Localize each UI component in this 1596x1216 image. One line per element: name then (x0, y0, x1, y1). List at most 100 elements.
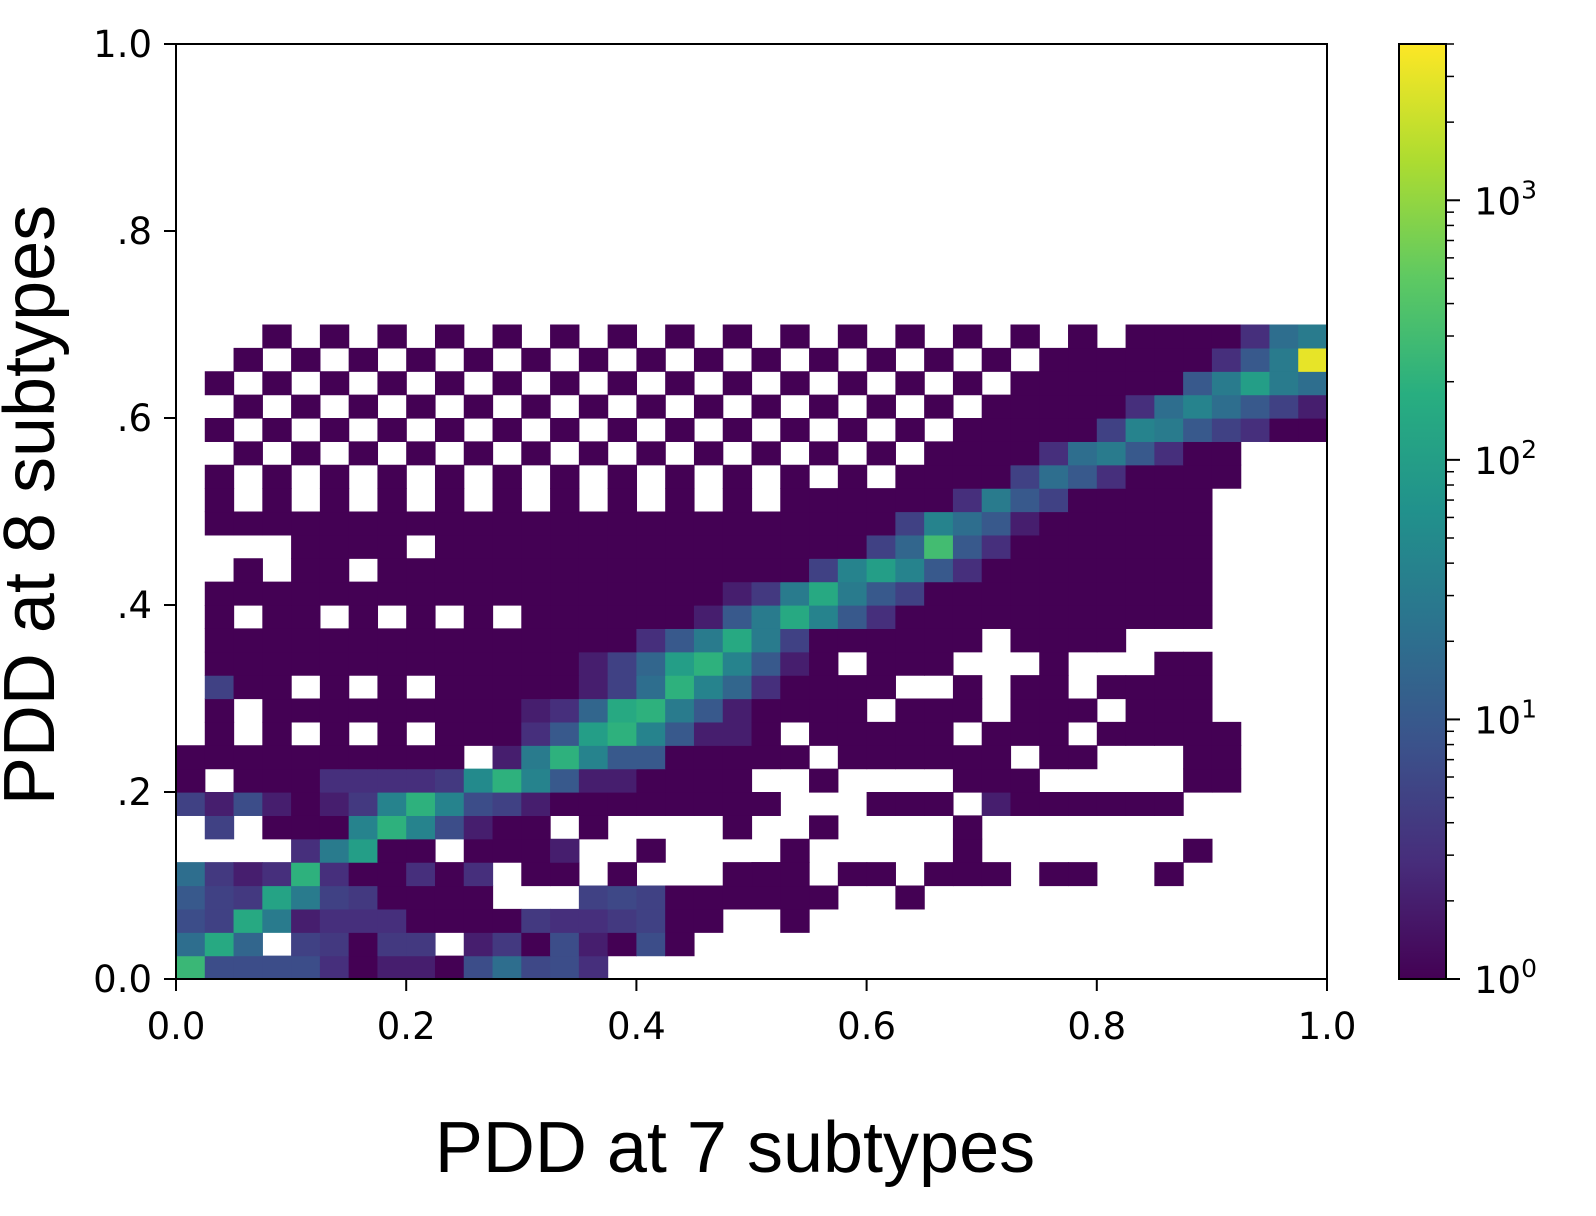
heatmap-cell (665, 698, 695, 723)
heatmap-cell (492, 792, 522, 816)
heatmap-cell (1068, 581, 1098, 606)
heatmap-cell (665, 371, 695, 396)
colorbar-gradient (1398, 43, 1447, 980)
heatmap-cell (406, 605, 436, 629)
heatmap-cell (751, 558, 781, 583)
heatmap-cell (1154, 862, 1184, 887)
heatmap-cell (233, 675, 263, 700)
x-axis: 0.0 0.2 0.4 0.6 0.8 1.0 (147, 979, 1356, 1048)
heatmap-cell (924, 581, 954, 606)
heatmap-cell (693, 394, 724, 419)
heatmap-cell (1039, 488, 1069, 513)
heatmap-cell (550, 651, 580, 676)
heatmap-cell (434, 745, 465, 770)
heatmap-cell (722, 862, 753, 887)
heatmap-cell (521, 932, 551, 957)
heatmap-cell (492, 628, 522, 653)
heatmap-cell (578, 675, 609, 700)
heatmap-cell (722, 768, 753, 793)
heatmap-cell (550, 628, 580, 653)
heatmap-cell (1183, 581, 1213, 606)
heatmap-cell (463, 628, 494, 653)
heatmap-cell (262, 815, 292, 840)
heatmap-cell (636, 838, 666, 863)
heatmap-cell (665, 792, 695, 816)
heatmap-cell (291, 745, 321, 770)
heatmap-cell (809, 675, 839, 700)
heatmap-cell (665, 558, 695, 583)
heatmap-cell (348, 955, 379, 980)
heatmap-cell (434, 792, 465, 816)
heatmap-cell (550, 371, 580, 396)
heatmap-cell (1183, 768, 1213, 793)
heatmap-cell (291, 792, 321, 816)
heatmap-cell (665, 628, 695, 653)
heatmap-cell (665, 651, 695, 676)
heatmap-cell (1298, 347, 1328, 372)
heatmap-cell (665, 581, 695, 606)
heatmap-cell (693, 768, 724, 793)
heatmap-cell (924, 745, 954, 770)
heatmap-cell (348, 862, 379, 887)
heatmap-cell (1125, 534, 1155, 559)
heatmap-cell (1010, 371, 1040, 396)
heatmap-cell (233, 908, 263, 933)
heatmap-cell (1154, 488, 1184, 513)
heatmap-cell (1125, 698, 1155, 723)
heatmap-cell (262, 488, 292, 513)
heatmap-cell (521, 394, 551, 419)
heatmap-cell (1154, 675, 1184, 700)
heatmap-cell (406, 558, 436, 583)
heatmap-cell (1183, 675, 1213, 700)
heatmap-cell (1269, 394, 1299, 419)
heatmap-cell (176, 932, 206, 957)
heatmap-cell (952, 815, 983, 840)
heatmap-cell (722, 745, 753, 770)
heatmap-cell (406, 347, 436, 372)
heatmap-cell (578, 651, 609, 676)
heatmap-cell (550, 558, 580, 583)
heatmap-cell (924, 651, 954, 676)
heatmap-cell (1183, 745, 1213, 770)
heatmap-cell (1183, 371, 1213, 396)
heatmap-cell (751, 394, 781, 419)
heatmap-cell (348, 932, 379, 957)
heatmap-cell (434, 698, 465, 723)
heatmap-cell (866, 675, 896, 700)
heatmap-cell (291, 838, 321, 863)
heatmap-cell (1154, 418, 1184, 442)
heatmap-cell (204, 932, 235, 957)
heatmap-cell (981, 394, 1012, 419)
y-tick-label: .4 (117, 584, 152, 627)
heatmap-cell (578, 792, 609, 816)
heatmap-cell (952, 558, 983, 583)
heatmap-cell (1096, 721, 1127, 746)
heatmap-cell (751, 511, 781, 536)
heatmap-cell (578, 534, 609, 559)
plot-frame (175, 43, 1328, 980)
heatmap-cell (1125, 347, 1155, 372)
heatmap-cell (809, 768, 839, 793)
heatmap-cell (521, 698, 551, 723)
heatmap-cell (463, 908, 494, 933)
heatmap-cell (780, 511, 810, 536)
heatmap-cell (1211, 721, 1242, 746)
heatmap-cell (924, 698, 954, 723)
heatmap-cell (1211, 347, 1242, 372)
heatmap-cell (1183, 441, 1213, 466)
heatmap-cell (751, 675, 781, 700)
heatmap-cell (722, 534, 753, 559)
heatmap-cell (1125, 324, 1155, 349)
heatmap-cell (291, 581, 321, 606)
heatmap-cell (348, 534, 379, 559)
heatmap-cell (319, 628, 350, 653)
heatmap-cell (837, 371, 868, 396)
heatmap-cell (1068, 464, 1098, 489)
heatmap-cell (1068, 745, 1098, 770)
heatmap-cell (262, 721, 292, 746)
heatmap-cell (233, 628, 263, 653)
heatmap-cell (895, 418, 925, 442)
heatmap-cell (319, 862, 350, 887)
heatmap-cell (1096, 558, 1127, 583)
heatmap-cell (1039, 371, 1069, 396)
